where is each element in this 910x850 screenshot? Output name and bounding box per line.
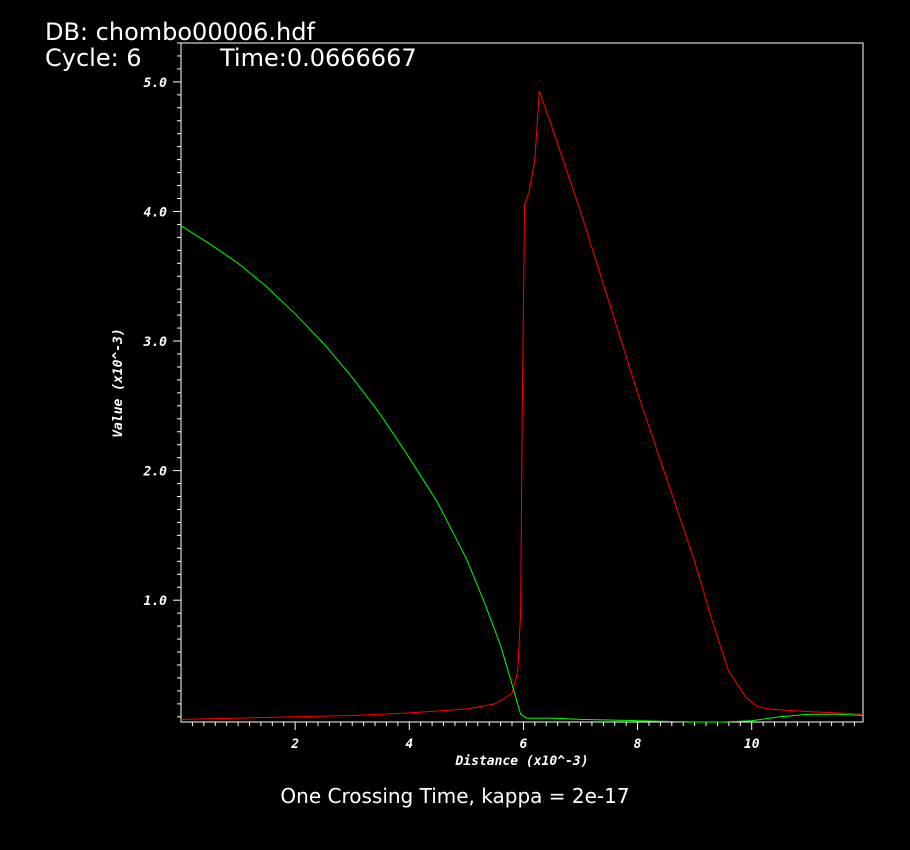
y-tick-label: 1.0 <box>144 594 168 609</box>
y-tick-label: 2.0 <box>143 465 168 480</box>
x-tick-label: 2 <box>290 737 299 752</box>
tick-labels: 2 4 6 8 10 1.0 2.0 3.0 4.0 5.0 <box>143 76 760 752</box>
x-tick-label: 8 <box>634 737 642 752</box>
series-line-green <box>180 225 864 723</box>
x-tick-label: 10 <box>744 737 760 752</box>
y-axis-label: Value (x10^-3) <box>111 328 126 438</box>
database-label: DB: chombo00006.hdf <box>45 18 315 46</box>
y-tick-label: 3.0 <box>143 335 168 350</box>
x-tick-label: 4 <box>405 737 413 752</box>
cycle-label: Cycle: 6 <box>45 44 142 72</box>
x-tick-label: 6 <box>520 737 528 752</box>
y-tick-label: 5.0 <box>144 76 168 91</box>
series-line-red <box>180 90 864 720</box>
plot-caption: One Crossing Time, kappa = 2e-17 <box>280 784 630 808</box>
y-tick-label: 4.0 <box>144 205 168 220</box>
x-axis-label: Distance (x10^-3) <box>454 754 588 769</box>
time-label: Time:0.0666667 <box>220 44 417 72</box>
minor-ticks <box>173 42 855 730</box>
plot-frame <box>180 42 864 723</box>
series-layer <box>180 90 864 723</box>
